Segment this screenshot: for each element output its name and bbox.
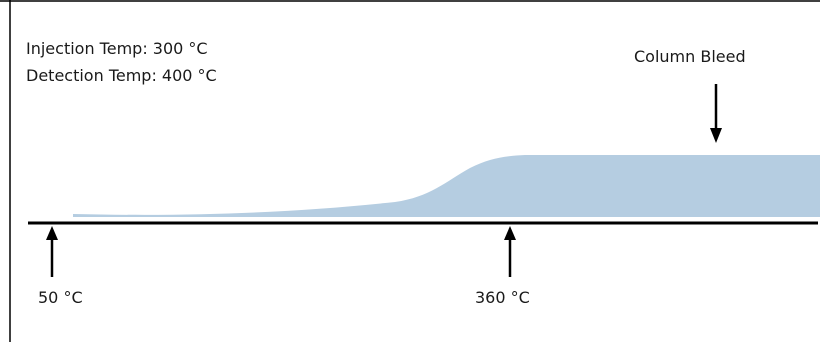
column-bleed-label: Column Bleed xyxy=(634,47,746,66)
column-bleed-arrow xyxy=(710,84,722,143)
mid-temp-label: 360 °C xyxy=(475,288,530,307)
start-temp-arrow xyxy=(46,226,58,277)
bleed-area xyxy=(73,155,820,217)
start-temp-label: 50 °C xyxy=(38,288,83,307)
mid-temp-arrow xyxy=(504,226,516,277)
detection-temp-label: Detection Temp: 400 °C xyxy=(26,66,217,85)
injection-temp-label: Injection Temp: 300 °C xyxy=(26,39,208,58)
